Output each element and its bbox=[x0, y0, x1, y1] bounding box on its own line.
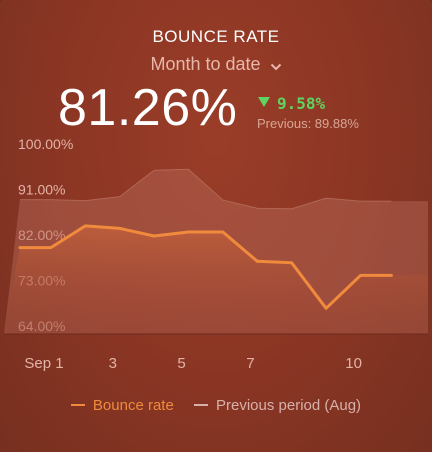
legend-label-bounce-rate: Bounce rate bbox=[92, 396, 174, 414]
y-tick-label: 91.00% bbox=[18, 182, 65, 198]
x-tick-label: 7 bbox=[246, 355, 254, 372]
x-tick-label: Sep 1 bbox=[24, 355, 63, 372]
legend-swatch-bounce-rate bbox=[70, 404, 85, 406]
x-tick-label: 5 bbox=[177, 355, 185, 372]
period-label: Month to date bbox=[150, 54, 261, 74]
previous-value: Previous: 89.88% bbox=[257, 116, 359, 131]
legend-item-bounce-rate[interactable]: Bounce rate bbox=[70, 396, 174, 414]
chart-legend: Bounce rate Previous period (Aug) bbox=[0, 393, 432, 414]
y-tick-label: 82.00% bbox=[18, 227, 65, 243]
legend-label-previous-period: Previous period (Aug) bbox=[215, 396, 362, 414]
delta-value: 9.58% bbox=[277, 94, 326, 113]
chevron-down-icon bbox=[270, 55, 282, 76]
previous-period-line bbox=[19, 168, 392, 210]
legend-swatch-previous-period bbox=[193, 404, 208, 406]
bounce-rate-area bbox=[4, 225, 428, 334]
widget-title: BOUNCE RATE bbox=[152, 27, 280, 46]
legend-item-previous-period[interactable]: Previous period (Aug) bbox=[193, 396, 362, 414]
bounce-rate-line bbox=[18, 224, 393, 310]
delta-badge: 9.58% bbox=[257, 93, 325, 113]
main-metric-value: 81.26% bbox=[58, 79, 238, 137]
x-tick-label: 3 bbox=[109, 355, 117, 372]
x-tick-label: 10 bbox=[345, 355, 362, 372]
triangle-down-icon bbox=[257, 93, 271, 112]
period-selector[interactable]: Month to date bbox=[0, 54, 432, 76]
y-tick-label: 100.00% bbox=[18, 136, 73, 152]
